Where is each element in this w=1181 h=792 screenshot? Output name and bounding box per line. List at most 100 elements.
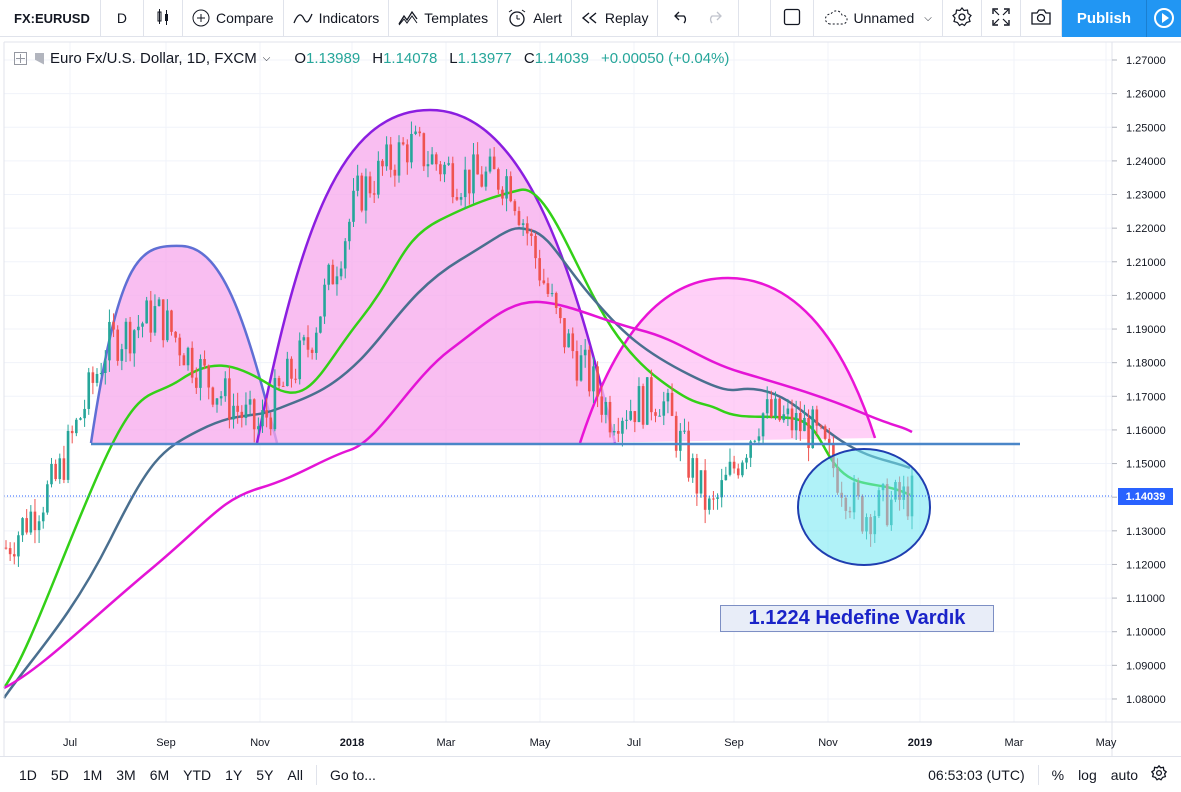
candle-body (621, 420, 624, 434)
candle-body (811, 409, 815, 449)
candle-body (290, 358, 293, 379)
candle-body (124, 321, 128, 350)
candle-body (650, 377, 653, 413)
layout-name: Unnamed (853, 10, 915, 26)
indicators-label: Indicators (318, 10, 380, 26)
candle-body (75, 419, 78, 434)
price-tick-label: 1.11000 (1126, 593, 1165, 605)
candle-body (521, 223, 525, 225)
fullscreen-toggle-button[interactable] (771, 0, 814, 37)
candle-body (37, 521, 41, 531)
plus-circle-icon (192, 9, 210, 27)
chevron-down-icon: ⌵ (924, 12, 932, 24)
range-6m[interactable]: 6M (149, 766, 170, 783)
candle-body (335, 276, 339, 285)
candle-body (691, 458, 695, 478)
fullscreen-button[interactable] (982, 0, 1021, 37)
range-5d[interactable]: 5D (50, 766, 69, 783)
auto-toggle[interactable]: auto (1110, 766, 1138, 783)
alert-button[interactable]: Alert (498, 0, 572, 37)
candle-body (314, 332, 318, 353)
candle-body (426, 164, 430, 167)
candle-body (641, 386, 645, 425)
candle-body (480, 174, 484, 187)
layout-menu[interactable]: Unnamed ⌵ (814, 0, 943, 37)
chart-type-button[interactable] (144, 0, 183, 37)
time-tick-label: May (530, 737, 551, 749)
candle-body (170, 310, 173, 332)
scale-settings-button[interactable] (1145, 764, 1181, 784)
chart-pane[interactable]: 1.27000 1.26000 1.25000 1.24000 1.23000 1.220… (0, 0, 1181, 756)
interval-button[interactable]: D (101, 0, 144, 37)
range-all[interactable]: All (287, 766, 303, 783)
candle-body (550, 293, 554, 295)
target-annotation[interactable]: 1.1224 Hedefine Vardık (720, 605, 994, 632)
candle-body (302, 337, 306, 341)
time-scale[interactable]: Jul Sep Nov 2018 Mar May Jul Sep Nov 2019 Mar May (63, 737, 1117, 749)
templates-button[interactable]: Templates (389, 0, 499, 37)
time-tick-label: 2018 (340, 737, 364, 749)
compare-button[interactable]: Compare (183, 0, 284, 37)
flag-icon[interactable] (35, 52, 44, 65)
indicators-icon (292, 11, 313, 25)
candle-body (397, 142, 401, 176)
candle-body (79, 418, 82, 420)
snapshot-button[interactable] (1021, 0, 1062, 37)
range-1m[interactable]: 1M (82, 766, 103, 783)
candle-body (319, 316, 322, 333)
percent-toggle[interactable]: % (1051, 766, 1065, 783)
undo-icon (674, 10, 690, 27)
range-ytd[interactable]: YTD (183, 766, 212, 783)
low-value: 1.13977 (457, 50, 512, 67)
clock[interactable]: 06:53:03 (UTC) (928, 766, 1025, 783)
settings-button[interactable] (943, 0, 982, 37)
candle-body (484, 171, 488, 187)
candle-body (228, 378, 231, 420)
candle-body (166, 310, 169, 341)
price-tick-label: 1.16000 (1126, 425, 1166, 437)
candle-body (99, 372, 103, 374)
candle-body (757, 436, 761, 441)
series-title[interactable]: Euro Fx/U.S. Dollar, 1D, FXCM (50, 50, 257, 67)
low-label: L (449, 50, 458, 67)
candle-body (583, 349, 587, 356)
candle-body (178, 337, 182, 356)
price-tick-label: 1.19000 (1126, 324, 1166, 336)
expand-legend-icon[interactable] (14, 52, 27, 65)
undo-button[interactable] (658, 0, 698, 37)
publish-menu-button[interactable] (1146, 0, 1181, 37)
candle-body (472, 154, 475, 194)
candle-body (103, 360, 107, 373)
log-toggle[interactable]: log (1078, 766, 1097, 783)
replay-button[interactable]: Replay (572, 0, 659, 37)
goto-button[interactable]: Go to... (329, 766, 376, 783)
toolbar-spacer (739, 0, 771, 37)
indicators-button[interactable]: Indicators (284, 0, 390, 37)
camera-icon (1030, 8, 1052, 29)
redo-button[interactable] (698, 0, 740, 37)
candle-body (91, 372, 95, 383)
candle-body (596, 366, 599, 397)
candle-body (509, 176, 513, 202)
candle-body (83, 408, 86, 419)
symbol-search[interactable]: FX:EURUSD (0, 0, 101, 37)
date-ranges: 1D 5D 1M 3M 6M YTD 1Y 5Y All (0, 767, 310, 783)
chevron-down-icon[interactable]: ⌵ (262, 53, 271, 64)
candle-body (281, 385, 285, 387)
candle-body (368, 176, 372, 194)
candle-body (588, 349, 591, 392)
candle-body (244, 404, 248, 419)
price-scale[interactable]: 1.27000 1.26000 1.25000 1.24000 1.23000 1.220… (1112, 55, 1166, 706)
publish-button[interactable]: Publish (1061, 0, 1146, 37)
candle-body (724, 474, 728, 481)
head-arc (255, 108, 617, 444)
candle-body (405, 144, 409, 163)
range-5y[interactable]: 5Y (256, 766, 274, 783)
candle-body (434, 154, 438, 165)
range-3m[interactable]: 3M (116, 766, 136, 783)
candle-body (703, 470, 707, 510)
range-1y[interactable]: 1Y (225, 766, 243, 783)
range-1d[interactable]: 1D (19, 766, 37, 783)
right-shoulder-arc (578, 276, 877, 444)
candle-body (666, 392, 670, 402)
